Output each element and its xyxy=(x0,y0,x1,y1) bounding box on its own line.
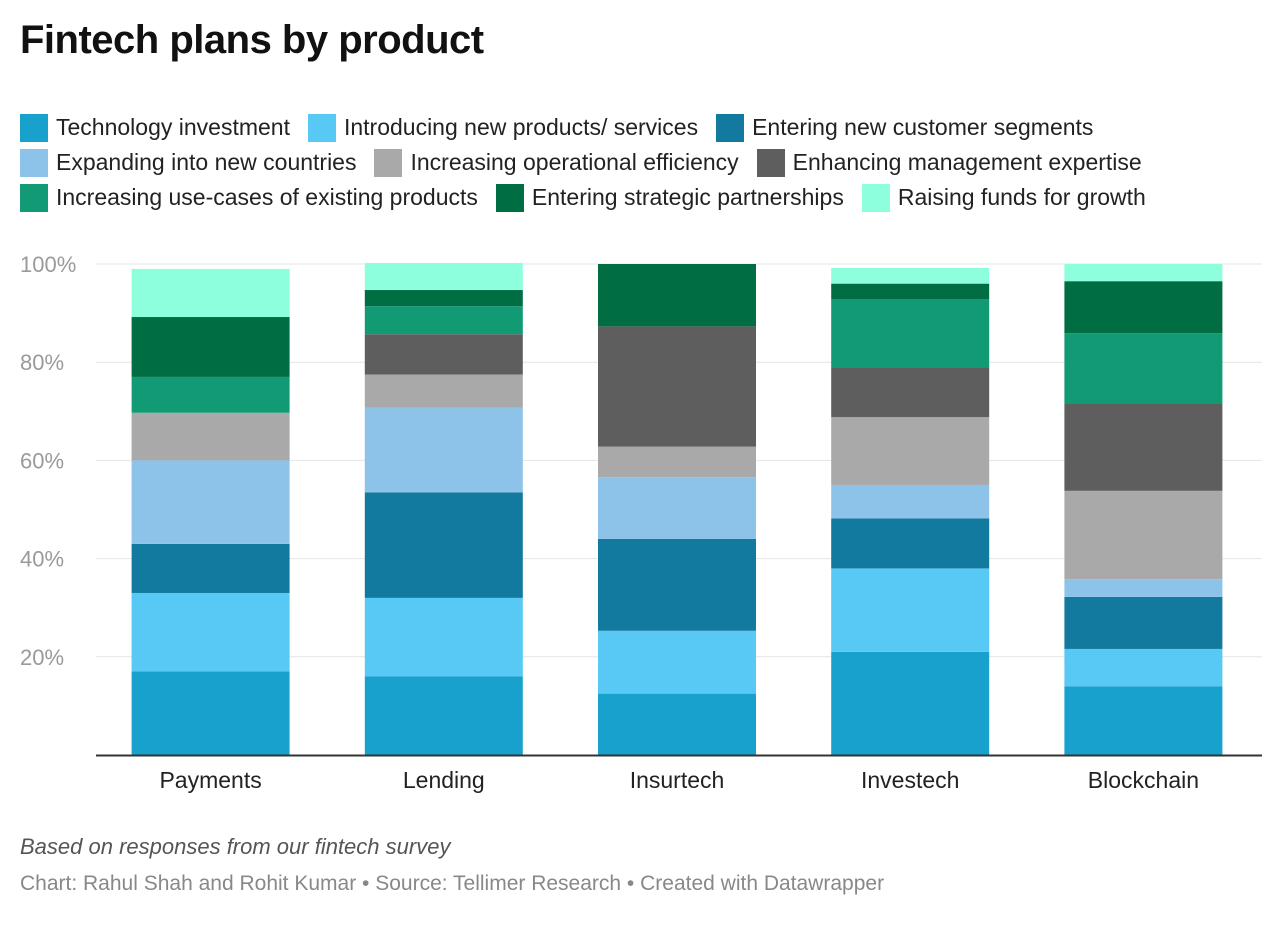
legend-swatch xyxy=(374,148,403,177)
bars xyxy=(131,263,1223,755)
bar-segment xyxy=(364,334,523,375)
bar-segment xyxy=(1064,648,1223,687)
chart-title: Fintech plans by product xyxy=(20,18,484,62)
bar-segment xyxy=(131,671,290,755)
bar-segment xyxy=(831,568,990,652)
stacked-bar-chart: 20% 40% 60% 80% 100% Payments Lending Insurtec… xyxy=(20,252,1262,793)
bar-segment xyxy=(131,412,290,461)
bar-segment xyxy=(831,367,990,418)
bar-segment xyxy=(831,299,990,368)
legend-item: Entering strategic partnerships xyxy=(495,183,844,212)
legend-label: Technology investment xyxy=(56,114,290,140)
legend-label: Increasing operational efficiency xyxy=(410,149,739,175)
bar-segment xyxy=(1064,264,1223,282)
bar-segment xyxy=(831,267,990,284)
chart-note: Based on responses from our fintech surv… xyxy=(20,834,451,859)
legend-label: Expanding into new countries xyxy=(56,149,357,175)
bar-segment xyxy=(598,693,756,755)
y-tick-label: 60% xyxy=(20,448,64,473)
bar-segment xyxy=(1064,596,1223,649)
y-tick-label: 40% xyxy=(20,547,64,572)
bar-segment xyxy=(831,518,990,569)
legend-item: Introducing new products/ services xyxy=(307,113,699,142)
y-tick-label: 100% xyxy=(20,252,76,277)
bar-segment xyxy=(598,630,756,694)
bar-segment xyxy=(131,268,290,318)
bar-segment xyxy=(364,492,523,598)
legend-label: Raising funds for growth xyxy=(897,184,1146,210)
x-axis-labels: Payments Lending Insurtech Investech Blockch… xyxy=(159,767,1199,793)
x-tick-label: Lending xyxy=(403,767,485,793)
legend-label: Enhancing management expertise xyxy=(792,149,1142,175)
bar-segment xyxy=(831,417,990,485)
bar-segment xyxy=(831,484,990,519)
legend-row: Increasing use-cases of existing product… xyxy=(20,180,1270,215)
x-tick-label: Payments xyxy=(159,767,261,793)
bar-segment xyxy=(131,543,290,593)
legend-item: Technology investment xyxy=(20,113,290,142)
bar-segment xyxy=(1064,333,1223,404)
bar-segment xyxy=(364,676,523,755)
bar-segment xyxy=(831,651,990,755)
x-tick-label: Blockchain xyxy=(1088,767,1199,793)
legend-swatch xyxy=(20,183,48,212)
legend-swatch xyxy=(20,113,48,142)
bar-segment xyxy=(831,283,990,300)
bar-segment xyxy=(1064,579,1223,597)
legend-item: Enhancing management expertise xyxy=(756,148,1142,177)
legend-row: Technology investment Introducing new pr… xyxy=(20,110,1270,145)
legend-item: Expanding into new countries xyxy=(20,148,357,177)
bar-segment xyxy=(598,264,756,327)
legend-label: Increasing use-cases of existing product… xyxy=(56,184,478,210)
bar-segment xyxy=(364,263,523,291)
bar-segment xyxy=(364,374,523,408)
bar-segment xyxy=(1064,686,1223,755)
bar-segment xyxy=(598,538,756,631)
bar-segment xyxy=(364,306,523,335)
chart-credit: Chart: Rahul Shah and Rohit Kumar • Sour… xyxy=(20,872,885,895)
bar-segment xyxy=(364,290,523,307)
y-tick-label: 80% xyxy=(20,350,64,375)
legend-item: Increasing operational efficiency xyxy=(374,148,739,177)
legend-swatch xyxy=(756,148,785,177)
x-tick-label: Insurtech xyxy=(630,767,725,793)
bar-segment xyxy=(598,326,756,447)
legend-swatch xyxy=(861,183,890,212)
bar-segment xyxy=(131,592,290,672)
bar-segment xyxy=(598,446,756,478)
legend-label: Introducing new products/ services xyxy=(343,114,699,140)
legend-item: Raising funds for growth xyxy=(861,183,1146,212)
y-tick-label: 20% xyxy=(20,645,64,670)
bar-segment xyxy=(364,597,523,677)
bar-segment xyxy=(364,407,523,493)
bar-segment xyxy=(598,477,756,539)
legend-swatch xyxy=(20,148,48,177)
legend-swatch xyxy=(495,183,524,212)
legend-label: Entering new customer segments xyxy=(752,114,1094,140)
bar-segment xyxy=(131,317,290,377)
x-tick-label: Investech xyxy=(861,767,959,793)
legend: Technology investment Introducing new pr… xyxy=(20,110,1270,215)
legend-swatch xyxy=(716,113,745,142)
bar-segment xyxy=(1064,281,1223,334)
legend-item: Increasing use-cases of existing product… xyxy=(20,183,478,212)
legend-swatch xyxy=(307,113,336,142)
bar-segment xyxy=(1064,490,1223,580)
bar-segment xyxy=(131,376,290,413)
bar-segment xyxy=(131,460,290,544)
bar-segment xyxy=(1064,403,1223,491)
legend-row: Expanding into new countries Increasing … xyxy=(20,145,1270,180)
legend-item: Entering new customer segments xyxy=(716,113,1094,142)
legend-label: Entering strategic partnerships xyxy=(531,184,844,210)
